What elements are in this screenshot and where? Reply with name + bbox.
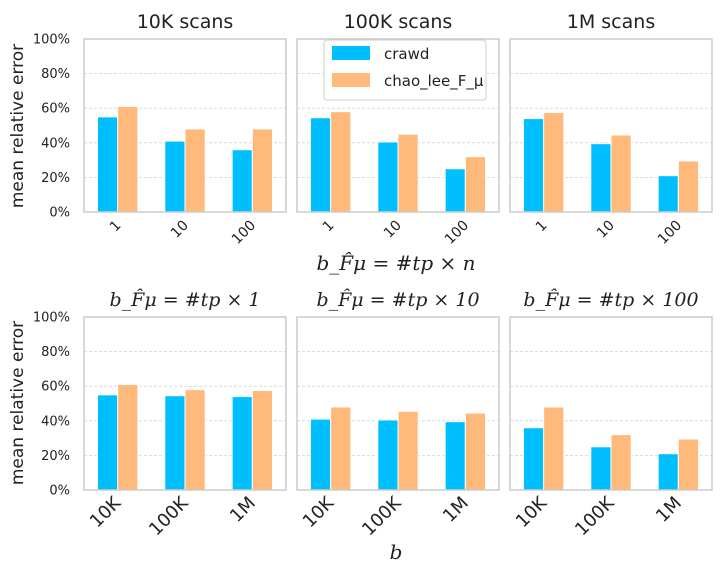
bar-crawd-1 xyxy=(522,118,545,213)
bar-crawd-1M xyxy=(231,396,253,491)
x-tick-label: 100K xyxy=(571,492,619,540)
panel-title: 1M scans xyxy=(567,11,655,33)
legend-label-chao-lee: chao_lee_F_μ xyxy=(384,72,484,91)
panel-title: b_F̂μ = #tp × 10 xyxy=(316,289,479,311)
x-tick-label: 100K xyxy=(358,492,406,540)
y-tick-label: 60% xyxy=(41,102,70,117)
bar-chao-lee-1M xyxy=(464,412,487,491)
bar-chao-lee-1M xyxy=(677,438,700,491)
bar-crawd-10K xyxy=(309,418,332,491)
bar-chao-lee-10 xyxy=(397,133,419,213)
bar-crawd-10K xyxy=(522,427,545,491)
bar-chao-lee-10 xyxy=(610,134,632,213)
y-tick-label: 20% xyxy=(41,449,70,464)
bar-crawd-10 xyxy=(590,143,612,213)
bar-chao-lee-100K xyxy=(397,410,419,491)
bar-crawd-100K xyxy=(377,419,399,491)
row2-ylabel: mean relative error xyxy=(8,321,28,485)
panel-frame xyxy=(509,316,713,491)
bar-crawd-100 xyxy=(657,175,679,213)
bar-chao-lee-100K xyxy=(610,434,632,491)
panel-frame xyxy=(509,38,713,213)
row1-xlabel: b_F̂μ = #tp × n xyxy=(316,251,475,275)
y-tick-label: 40% xyxy=(41,414,70,429)
x-tick-label: 1 xyxy=(533,218,551,236)
panel-1: 10K scans 0% 20% 40% 60% 80% 100% 1 10 100 xyxy=(33,11,287,248)
legend-swatch-crawd xyxy=(332,46,370,60)
x-tick-label: 1 xyxy=(107,218,125,236)
x-tick-label: 1 xyxy=(320,218,338,236)
panel-title: b_F̂μ = #tp × 1 xyxy=(110,289,261,311)
row1-ylabel: mean relative error xyxy=(8,44,28,208)
bar-chao-lee-1 xyxy=(117,105,139,213)
x-tick-label: 10K xyxy=(299,492,339,532)
bar-chao-lee-100K xyxy=(184,389,206,491)
panel-frame xyxy=(296,38,500,213)
x-tick-label: 1M xyxy=(226,493,260,527)
bar-crawd-100K xyxy=(590,446,612,491)
x-tick-label: 100K xyxy=(145,492,193,540)
bar-chao-lee-1 xyxy=(330,111,352,213)
y-tick-label: 100% xyxy=(33,311,70,326)
bar-chao-lee-1M xyxy=(251,390,274,491)
bar-chao-lee-10K xyxy=(117,383,139,491)
x-tick-label: 10 xyxy=(168,218,192,242)
panel-4: b_F̂μ = #tp × 1 0% 20% 40% 60% 80% 100% 10K 100K… xyxy=(33,289,287,540)
bar-crawd-100 xyxy=(444,168,466,213)
panel-3: 1M scans 1 10 100 xyxy=(509,11,713,248)
bar-crawd-10K xyxy=(96,394,119,491)
x-tick-label: 10K xyxy=(512,492,552,532)
y-tick-label: 20% xyxy=(41,171,70,186)
bar-crawd-10 xyxy=(377,141,399,213)
panel-frame xyxy=(83,316,287,491)
panel-title: b_F̂μ = #tp × 100 xyxy=(523,289,698,311)
y-tick-label: 0% xyxy=(49,484,70,499)
x-tick-label: 1M xyxy=(652,493,686,527)
bar-chao-lee-100 xyxy=(464,156,487,213)
bar-chao-lee-10K xyxy=(543,406,565,491)
bar-crawd-1 xyxy=(96,116,119,213)
bar-crawd-1 xyxy=(309,117,332,213)
panel-title: 10K scans xyxy=(137,11,234,33)
bar-crawd-1M xyxy=(657,453,679,491)
y-tick-label: 40% xyxy=(41,136,70,151)
bar-crawd-1M xyxy=(444,421,466,491)
panel-6: b_F̂μ = #tp × 100 10K 100K 1M xyxy=(509,289,713,540)
bar-chao-lee-100 xyxy=(251,128,274,213)
panel-frame xyxy=(296,316,500,491)
x-tick-label: 10K xyxy=(86,492,126,532)
legend-label-crawd: crawd xyxy=(384,45,429,63)
y-tick-label: 80% xyxy=(41,345,70,360)
panel-title: 100K scans xyxy=(344,11,453,33)
panel-frame xyxy=(83,38,287,213)
x-tick-label: 10 xyxy=(381,218,405,242)
y-tick-label: 0% xyxy=(49,206,70,221)
bar-crawd-10 xyxy=(164,140,186,213)
x-tick-label: 100 xyxy=(655,218,685,248)
bar-chao-lee-10K xyxy=(330,406,352,491)
row2-xlabel: b xyxy=(390,540,403,564)
legend: crawd chao_lee_F_μ xyxy=(323,39,487,101)
x-tick-label: 100 xyxy=(229,218,259,248)
bar-chao-lee-100 xyxy=(677,160,700,213)
panel-5: b_F̂μ = #tp × 10 10K 100K 1M xyxy=(296,289,500,540)
x-tick-label: 1M xyxy=(439,493,473,527)
y-tick-label: 60% xyxy=(41,380,70,395)
bar-chao-lee-1 xyxy=(543,112,565,213)
bar-crawd-100K xyxy=(164,395,186,491)
x-tick-label: 10 xyxy=(594,218,618,242)
y-tick-label: 80% xyxy=(41,67,70,82)
y-tick-label: 100% xyxy=(33,33,70,48)
x-tick-label: 100 xyxy=(442,218,472,248)
bar-crawd-100 xyxy=(231,149,253,213)
bar-chao-lee-10 xyxy=(184,128,206,213)
legend-swatch-chao-lee xyxy=(332,73,370,87)
